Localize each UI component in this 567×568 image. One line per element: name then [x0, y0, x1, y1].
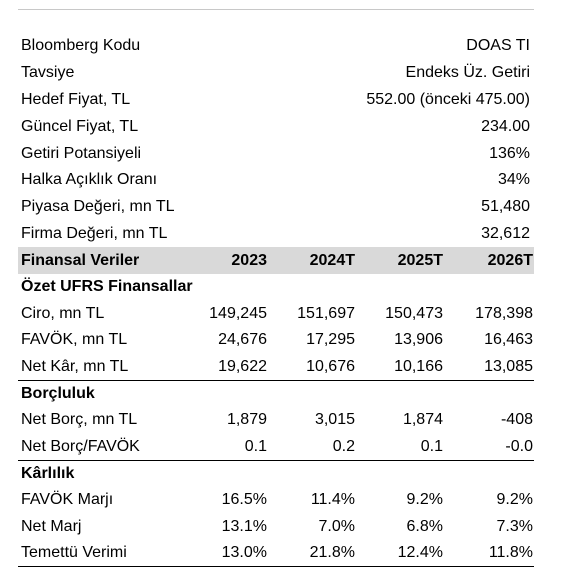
cell: 16.5%: [221, 491, 267, 509]
cell: 1,879: [226, 411, 267, 429]
cell: 13,906: [394, 331, 443, 349]
info-value: 552.00 (önceki 475.00): [366, 90, 530, 108]
row-label: Net Borç, mn TL: [21, 411, 138, 429]
cell: 13.0%: [221, 544, 267, 562]
row-label: Net Borç/FAVÖK: [21, 437, 140, 455]
info-row: Tavsiye Endeks Üz. Getiri: [18, 60, 534, 87]
table-row: Ciro, mn TL 149,245 151,697 150,473 178,…: [18, 300, 534, 327]
cell: 178,398: [475, 304, 533, 322]
info-label: Bloomberg Kodu: [21, 37, 141, 55]
info-label: Tavsiye: [21, 64, 75, 82]
cell: 11.8%: [488, 544, 533, 562]
cell: 13.1%: [221, 517, 267, 535]
header-col: 2023: [231, 251, 267, 269]
table-row: Net Borç, mn TL 1,879 3,015 1,874 -408: [18, 407, 534, 434]
cell: 7.0%: [318, 517, 355, 535]
info-value: 34%: [497, 171, 530, 189]
cell: 11.4%: [310, 491, 355, 509]
cell: 21.8%: [309, 544, 355, 562]
table-row: Net Kâr, mn TL 19,622 10,676 10,166 13,0…: [18, 353, 534, 381]
cell: 13,085: [484, 357, 533, 375]
cell: 149,245: [209, 304, 267, 322]
section-title: Özet UFRS Finansallar: [21, 278, 193, 296]
info-label: Hedef Fiyat, TL: [21, 90, 131, 108]
header-title: Finansal Veriler: [21, 251, 140, 269]
cell: 12.4%: [397, 544, 443, 562]
info-row: Piyasa Değeri, mn TL 51,480: [18, 194, 534, 221]
info-block: Bloomberg Kodu DOAS TI Tavsiye Endeks Üz. …: [18, 33, 534, 247]
cell: 151,697: [297, 304, 355, 322]
info-row: Halka Açıklık Oranı 34%: [18, 167, 534, 194]
table-row: Temettü Verimi 13.0% 21.8% 12.4% 11.8%: [18, 540, 534, 568]
info-row: Firma Değeri, mn TL 32,612: [18, 221, 534, 248]
table-row: Net Marj 13.1% 7.0% 6.8% 7.3%: [18, 513, 534, 540]
table-row: FAVÖK Marjı 16.5% 11.4% 9.2% 9.2%: [18, 487, 534, 514]
info-value: 32,612: [481, 224, 530, 242]
table-row: Net Borç/FAVÖK 0.1 0.2 0.1 -0.0: [18, 433, 534, 461]
header-col: 2026T: [487, 251, 533, 269]
cell: 0.2: [332, 437, 355, 455]
cell: 10,676: [306, 357, 355, 375]
cell: 7.3%: [496, 517, 533, 535]
cell: 17,295: [306, 331, 355, 349]
row-label: FAVÖK Marjı: [21, 491, 114, 509]
info-label: Getiri Potansiyeli: [21, 144, 142, 162]
cell: 0.1: [244, 437, 267, 455]
cell: 150,473: [385, 304, 443, 322]
cell: 16,463: [484, 331, 533, 349]
cell: 3,015: [314, 411, 355, 429]
cell: 0.1: [420, 437, 443, 455]
info-value: 136%: [489, 144, 530, 162]
table-row: FAVÖK, mn TL 24,676 17,295 13,906 16,463: [18, 327, 534, 354]
info-value: DOAS TI: [466, 37, 530, 55]
info-label: Firma Değeri, mn TL: [21, 224, 168, 242]
cell: 9.2%: [496, 491, 533, 509]
info-row: Getiri Potansiyeli 136%: [18, 140, 534, 167]
info-row: Güncel Fiyat, TL 234.00: [18, 113, 534, 140]
info-value: 234.00: [481, 117, 530, 135]
cell: 9.2%: [406, 491, 443, 509]
row-label: FAVÖK, mn TL: [21, 331, 128, 349]
section-title: Borçluluk: [21, 384, 95, 402]
info-label: Güncel Fiyat, TL: [21, 117, 139, 135]
section-title: Kârlılık: [21, 464, 75, 482]
cell: 24,676: [218, 331, 267, 349]
info-row: Bloomberg Kodu DOAS TI: [18, 33, 534, 60]
info-row: Hedef Fiyat, TL 552.00 (önceki 475.00): [18, 87, 534, 114]
table-header: Finansal Veriler 2023 2024T 2025T 2026T: [18, 247, 534, 275]
info-value: Endeks Üz. Getiri: [405, 64, 530, 82]
info-label: Piyasa Değeri, mn TL: [21, 198, 175, 216]
info-label: Halka Açıklık Oranı: [21, 171, 158, 189]
header-col: 2025T: [397, 251, 443, 269]
cell: 6.8%: [406, 517, 443, 535]
top-divider: [18, 0, 534, 10]
cell: -0.0: [505, 437, 533, 455]
cell: 19,622: [218, 357, 267, 375]
info-value: 51,480: [481, 198, 530, 216]
financial-summary-table: Bloomberg Kodu DOAS TI Tavsiye Endeks Üz. …: [18, 0, 534, 568]
cell: -408: [500, 411, 533, 429]
header-col: 2024T: [309, 251, 355, 269]
row-label: Net Marj: [21, 517, 82, 535]
row-label: Temettü Verimi: [21, 544, 127, 562]
cell: 10,166: [394, 357, 443, 375]
row-label: Net Kâr, mn TL: [21, 357, 129, 375]
row-label: Ciro, mn TL: [21, 304, 105, 322]
cell: 1,874: [402, 411, 443, 429]
